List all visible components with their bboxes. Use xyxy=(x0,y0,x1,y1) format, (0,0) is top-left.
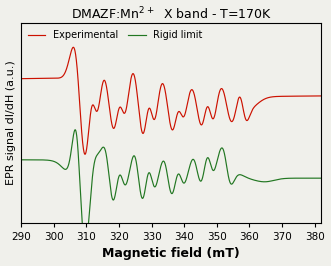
Rigid limit xyxy=(319,177,323,180)
Rigid limit xyxy=(134,158,138,161)
Rigid limit xyxy=(266,180,270,183)
X-axis label: Magnetic field (mT): Magnetic field (mT) xyxy=(102,247,240,260)
Experimental xyxy=(243,116,247,119)
Experimental xyxy=(19,77,23,80)
Experimental xyxy=(266,96,270,99)
Experimental xyxy=(199,123,203,126)
Experimental xyxy=(214,106,218,109)
Rigid limit xyxy=(73,128,77,131)
Rigid limit xyxy=(214,162,218,165)
Experimental xyxy=(71,46,75,49)
Experimental xyxy=(83,153,87,156)
Y-axis label: EPR signal dI/dH (a.u.): EPR signal dI/dH (a.u.) xyxy=(6,61,16,185)
Legend: Experimental, Rigid limit: Experimental, Rigid limit xyxy=(26,28,205,42)
Experimental xyxy=(134,82,138,85)
Experimental xyxy=(74,53,78,56)
Experimental xyxy=(319,94,323,98)
Rigid limit xyxy=(19,158,23,161)
Title: DMAZF:Mn$^{2+}$  X band - T=170K: DMAZF:Mn$^{2+}$ X band - T=170K xyxy=(71,6,272,22)
Line: Experimental: Experimental xyxy=(21,47,321,154)
Line: Rigid limit: Rigid limit xyxy=(21,130,321,245)
Rigid limit xyxy=(83,244,87,247)
Rigid limit xyxy=(74,129,78,132)
Rigid limit xyxy=(199,179,203,182)
Rigid limit xyxy=(243,175,247,178)
